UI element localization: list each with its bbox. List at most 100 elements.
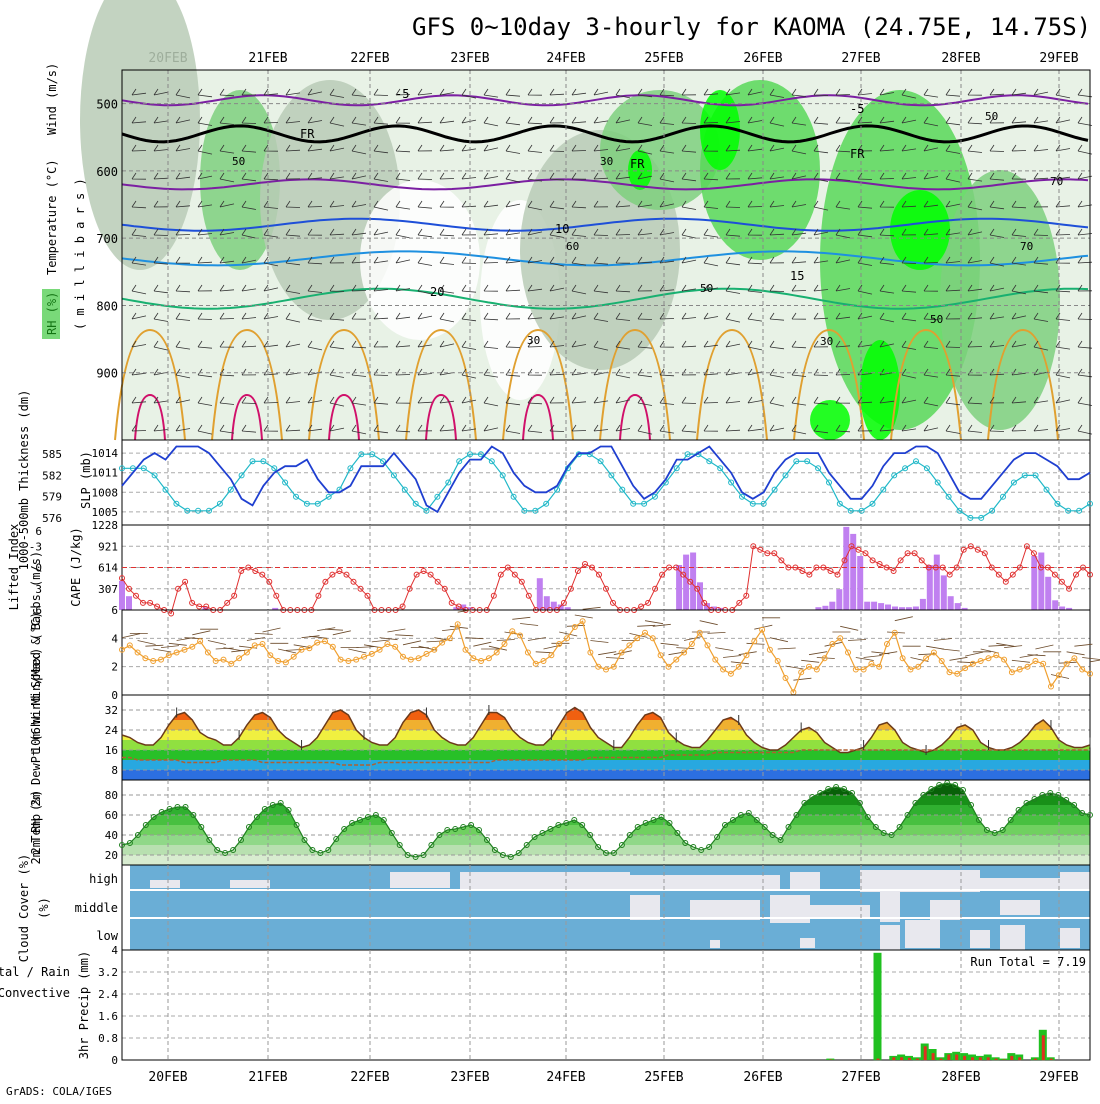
thickness-line-marker [216, 500, 223, 507]
wind-barb [1011, 424, 1027, 432]
wind-barb [461, 88, 477, 99]
rh2m-line-marker [920, 792, 927, 798]
li-tick-label: 3 [35, 583, 42, 596]
wind-barb [197, 368, 213, 378]
cloud-gap [460, 872, 630, 890]
wind-barb [835, 116, 851, 124]
wind-barb [1055, 312, 1071, 321]
wind10m-speed-line-marker [884, 641, 890, 647]
wind-barb [769, 368, 785, 378]
rh2m-line-marker [365, 814, 371, 820]
wind-barb [857, 312, 873, 320]
wind-barb [945, 200, 961, 208]
wind10m-speed-line-marker [478, 658, 485, 664]
rh2m-line-marker [856, 800, 863, 806]
wind-barb [351, 340, 367, 349]
li-line-marker [504, 564, 511, 571]
rh2m-line-marker [301, 837, 308, 843]
wind10m-barb [863, 655, 882, 658]
rh-swatch [42, 289, 60, 339]
wind-barb [593, 144, 609, 152]
li-line-marker [224, 599, 231, 606]
wind-barb [967, 88, 983, 96]
wind-barb [681, 200, 697, 210]
rh2m-line-marker [452, 826, 459, 832]
wind10m-speed-line-marker [969, 660, 976, 667]
rh-tick-label: 40 [105, 829, 118, 842]
wind10m-barb [1050, 674, 1070, 679]
wind-barb [725, 284, 741, 294]
rh2m-line-marker [690, 844, 697, 850]
rh2m-line [121, 782, 1091, 858]
wind10m-speed-line-marker [743, 652, 750, 659]
li-line-marker [231, 592, 238, 599]
date-label-bottom: 27FEB [841, 1070, 880, 1085]
wind-barb [285, 424, 301, 432]
wind-barb [351, 200, 367, 208]
rh2m-line-marker [912, 800, 919, 806]
wind-barb [857, 368, 873, 376]
wind-tick-label: 0 [111, 689, 118, 702]
wind-barb [901, 228, 917, 236]
wind10m-barb [168, 642, 187, 646]
wind-barb [175, 396, 191, 404]
li-line-marker [785, 564, 792, 571]
wind-barb [571, 116, 587, 124]
date-label-top: 28FEB [941, 51, 980, 66]
wind-barb [241, 200, 257, 210]
wind10m-speed-line-marker [298, 646, 305, 653]
wind-barb [989, 144, 1005, 152]
wind10m-barb [941, 648, 960, 652]
rh2m-line-marker [380, 817, 387, 823]
wind10m-speed-line-marker [923, 655, 930, 662]
precip-convective-bar [1041, 1035, 1045, 1061]
thickness-line-marker [325, 493, 332, 500]
wind-barb [769, 116, 785, 127]
cape-bar [829, 601, 836, 610]
li-line-marker [560, 599, 567, 606]
wind-barb [901, 256, 917, 264]
isotherm-25 [696, 328, 768, 441]
temp-band [122, 720, 1090, 730]
cape-tick-label: 1228 [92, 519, 119, 532]
slp-tick-label: 1014 [92, 447, 119, 460]
wind-barb [263, 88, 279, 96]
wind-barb [1011, 396, 1027, 404]
wind10m-speed-line-marker [314, 639, 321, 646]
wind-barb [351, 144, 367, 155]
wind10m-barb [324, 628, 344, 631]
wind-barb [901, 424, 917, 432]
li-line-marker [750, 543, 757, 550]
li-line-marker [834, 571, 841, 578]
wind-barb [989, 200, 1005, 210]
wind-barb [1055, 228, 1071, 236]
thickness-line [122, 453, 1091, 519]
precip-convective-bar [963, 1055, 967, 1060]
wind-barb [945, 172, 961, 183]
wind-barb [219, 340, 235, 348]
wind-barb [681, 340, 697, 348]
wind-barb [197, 256, 213, 264]
wind-barb [527, 340, 543, 348]
wind-barb [857, 424, 873, 432]
rh-shade [820, 90, 980, 430]
cloud-gap [1000, 900, 1040, 915]
rh2m-line-marker [261, 806, 268, 812]
wind-barb [967, 424, 983, 433]
wind10m-speed-line-marker [806, 663, 812, 670]
wind-barb [153, 200, 169, 208]
wind-barb [131, 424, 147, 432]
wind10m-barb [559, 631, 578, 637]
wind-barb [989, 284, 1005, 292]
wind-barb [219, 116, 235, 125]
precip-tick-label: 1.6 [98, 1010, 118, 1023]
rh2m-line-marker [166, 806, 173, 812]
wind10m-speed-line-marker [720, 666, 727, 673]
wind10m-barb [402, 640, 422, 646]
rh2m-line-marker [952, 782, 959, 788]
wind-barb [681, 396, 697, 404]
ylabel-wind: Wind (m/s) [45, 63, 59, 135]
thickness-line-marker [771, 486, 778, 493]
wind-barb [1033, 312, 1049, 322]
wind-barb [285, 88, 301, 96]
